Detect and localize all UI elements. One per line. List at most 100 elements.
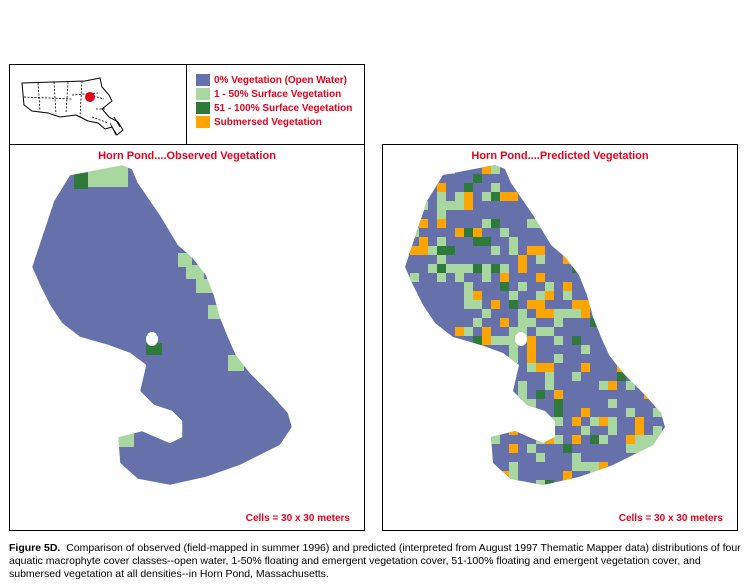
pred-cell xyxy=(608,282,617,291)
pred-cell xyxy=(536,300,545,309)
pred-cell xyxy=(482,390,491,399)
pred-cell xyxy=(653,426,662,435)
pred-cell xyxy=(518,399,527,408)
observed-vegetation-map xyxy=(31,164,293,486)
pred-cell xyxy=(671,174,680,183)
pred-cell xyxy=(635,327,644,336)
legend-label-open-water: 0% Vegetation (Open Water) xyxy=(214,74,347,86)
pred-cell xyxy=(527,444,536,453)
pred-cell xyxy=(455,453,464,462)
pred-cell xyxy=(405,183,410,192)
pred-cell xyxy=(635,336,644,345)
pred-cell xyxy=(536,255,545,264)
pred-cell xyxy=(662,489,671,498)
pred-cell xyxy=(644,471,653,480)
pred-cell xyxy=(428,246,437,255)
pred-cell xyxy=(536,363,545,372)
pred-cell xyxy=(653,183,662,192)
pred-cell xyxy=(518,489,527,498)
pred-cell xyxy=(482,327,491,336)
legend-swatch-submersed-vegetation xyxy=(196,116,210,128)
pred-cell xyxy=(464,228,473,237)
pred-cell xyxy=(572,489,581,498)
pred-cell xyxy=(563,192,572,201)
pred-cell xyxy=(662,237,665,246)
pred-cell xyxy=(509,444,518,453)
pred-cell xyxy=(509,462,518,471)
pred-cell xyxy=(509,354,518,363)
pred-cell xyxy=(464,201,473,210)
pred-cell xyxy=(482,264,491,273)
pred-cell xyxy=(545,363,554,372)
pred-cell xyxy=(671,183,680,192)
pred-cell xyxy=(437,273,446,282)
pred-cell xyxy=(545,327,554,336)
pred-cell xyxy=(536,309,545,318)
pred-cell xyxy=(662,246,665,255)
pred-cell xyxy=(482,309,491,318)
predicted-panel-title: Horn Pond....Predicted Vegetation xyxy=(471,150,649,162)
pred-cell xyxy=(662,363,665,372)
pred-cell xyxy=(500,408,509,417)
pred-cell xyxy=(518,309,527,318)
pred-cell xyxy=(590,471,599,480)
pred-cell xyxy=(608,426,617,435)
pred-cell xyxy=(608,336,617,345)
pred-cell xyxy=(626,165,635,174)
pred-cell xyxy=(500,471,509,480)
pred-cell xyxy=(405,453,410,462)
pred-cell xyxy=(671,435,680,444)
pred-cell xyxy=(500,192,509,201)
pred-cell xyxy=(572,462,581,471)
pred-cell xyxy=(455,264,464,273)
massachusetts-locator-map xyxy=(21,77,124,136)
pred-cell xyxy=(671,300,680,309)
pred-cell xyxy=(500,480,509,485)
pred-cell xyxy=(653,228,662,237)
pred-cell xyxy=(455,363,464,372)
pred-cell xyxy=(599,471,608,480)
pred-cell xyxy=(500,282,509,291)
legend-frame: 0% Vegetation (Open Water) 1 - 50% Surfa… xyxy=(9,64,365,145)
pred-cell xyxy=(405,219,410,228)
pred-cell xyxy=(626,273,635,282)
pred-cell xyxy=(671,165,680,174)
pred-cell xyxy=(419,201,428,210)
pred-cell xyxy=(536,165,545,174)
pred-cell xyxy=(617,471,626,480)
observed-cells-note: Cells = 30 x 30 meters xyxy=(245,513,350,524)
pred-cell xyxy=(536,219,545,228)
pred-cell xyxy=(491,435,500,444)
pred-cell xyxy=(473,399,482,408)
pred-cell xyxy=(617,354,626,363)
predicted-vegetation-map xyxy=(405,165,680,498)
pred-cell xyxy=(527,336,536,345)
pred-cell xyxy=(581,165,590,174)
pred-cell xyxy=(554,390,563,399)
pred-cell xyxy=(482,192,491,201)
pred-cell xyxy=(554,408,563,417)
pred-cell xyxy=(545,426,554,435)
pred-cell xyxy=(527,354,536,363)
pred-cell xyxy=(545,372,554,381)
pred-cell xyxy=(518,165,527,174)
pred-cell xyxy=(527,246,536,255)
figure-caption: Figure 5D. Comparison of observed (field… xyxy=(9,542,744,581)
pred-cell xyxy=(437,237,446,246)
pred-cell xyxy=(419,480,428,485)
pred-cell xyxy=(491,471,500,480)
pred-cell xyxy=(572,480,581,485)
pred-cell xyxy=(554,354,563,363)
pred-cell xyxy=(464,435,473,444)
pred-cell xyxy=(446,444,455,453)
pred-cell xyxy=(653,471,662,480)
pred-cell xyxy=(545,183,554,192)
pred-cell xyxy=(518,408,527,417)
pred-cell xyxy=(536,390,545,399)
pred-cell xyxy=(405,201,410,210)
pred-cell xyxy=(581,426,590,435)
pred-cell xyxy=(572,174,581,183)
observed-island xyxy=(146,332,158,346)
pred-cell xyxy=(405,444,410,453)
pred-cell xyxy=(572,336,581,345)
